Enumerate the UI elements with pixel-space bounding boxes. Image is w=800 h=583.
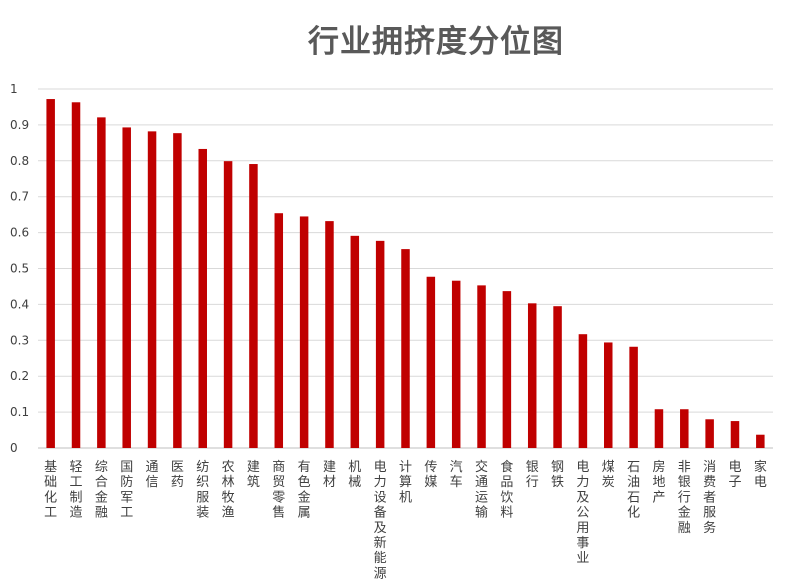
x-category-label: 建筑: [247, 460, 260, 490]
chart-title: 行业拥挤度分位图: [308, 24, 564, 60]
x-category-label: 石油石化: [627, 460, 640, 521]
bar: [249, 164, 258, 448]
x-category-label: 消费者服务: [703, 460, 716, 536]
x-axis-categories: 基础化工轻工制造综合金融国防军工通信医药纺织服装农林牧渔建筑商贸零售有色金属建材…: [44, 459, 767, 581]
bar: [299, 216, 309, 448]
x-category-label: 纺织服装: [196, 460, 209, 521]
y-tick-label: 0.9: [10, 118, 29, 132]
x-category-label: 医药: [171, 460, 184, 490]
y-tick-label: 0.5: [10, 262, 29, 276]
x-category-label: 银行: [526, 460, 539, 490]
y-axis-ticks: 0 0.1 0.2 0.3 0.4 0.5 0.6 0.7 0.8 0.9 1: [10, 82, 29, 455]
x-category-label: 交通运输: [475, 459, 488, 521]
y-tick-label: 0.6: [10, 226, 29, 240]
x-category-label: 商贸零售: [272, 460, 285, 521]
bar: [71, 102, 81, 449]
bar: [350, 235, 360, 448]
bar: [46, 99, 55, 448]
x-category-label: 国防军工: [120, 460, 133, 521]
y-tick-label: 0.4: [10, 297, 29, 311]
x-category-label: 计算机: [399, 460, 412, 505]
y-tick-label: 0: [10, 441, 18, 455]
bars: [46, 99, 765, 449]
bar: [223, 161, 233, 448]
x-category-label: 机械: [348, 460, 361, 490]
y-tick-label: 0.1: [10, 405, 29, 419]
bar: [553, 306, 562, 448]
y-tick-label: 1: [10, 82, 18, 96]
bar: [451, 280, 461, 448]
bar: [173, 133, 182, 449]
bar: [401, 249, 410, 448]
y-tick-label: 0.7: [10, 190, 29, 204]
bar: [426, 276, 436, 448]
x-category-label: 非银行金融: [678, 460, 691, 536]
x-category-label: 钢铁: [551, 460, 564, 490]
x-category-label: 汽车: [450, 460, 463, 490]
y-tick-label: 0.2: [10, 369, 29, 383]
x-category-label: 农林牧渔: [222, 460, 235, 521]
x-category-label: 煤炭: [602, 460, 615, 490]
bar: [147, 131, 157, 448]
x-category-label: 基础化工: [44, 460, 57, 521]
x-category-label: 综合金融: [95, 460, 108, 521]
x-category-label: 房地产: [652, 459, 665, 505]
bar: [198, 148, 207, 448]
bar: [730, 421, 740, 448]
y-tick-label: 0.8: [10, 154, 29, 168]
bar: [629, 346, 638, 448]
x-category-label: 轻工制造: [70, 460, 83, 521]
bar: [477, 285, 486, 448]
x-category-label: 通信: [146, 460, 159, 490]
bar: [604, 342, 613, 448]
x-category-label: 建材: [323, 460, 336, 490]
y-tick-label: 0.3: [10, 333, 29, 347]
x-category-label: 家电: [754, 459, 767, 490]
bar: [325, 221, 334, 448]
bar: [705, 419, 714, 448]
x-category-label: 食品饮料: [500, 459, 513, 521]
x-category-label: 电力设备及新能源: [374, 460, 387, 581]
bar: [578, 334, 588, 448]
bar: [375, 240, 385, 448]
x-category-label: 有色金属: [298, 460, 311, 521]
bar: [97, 117, 106, 449]
bar: [502, 291, 512, 448]
x-category-label: 电力及公用事业: [576, 460, 589, 566]
bar: [122, 127, 131, 449]
x-category-label: 电子: [728, 460, 741, 490]
bar: [527, 303, 537, 448]
x-category-label: 传媒: [424, 460, 437, 490]
bar: [654, 409, 664, 448]
bar: [680, 409, 689, 448]
bar: [756, 434, 765, 448]
bar: [274, 213, 284, 448]
